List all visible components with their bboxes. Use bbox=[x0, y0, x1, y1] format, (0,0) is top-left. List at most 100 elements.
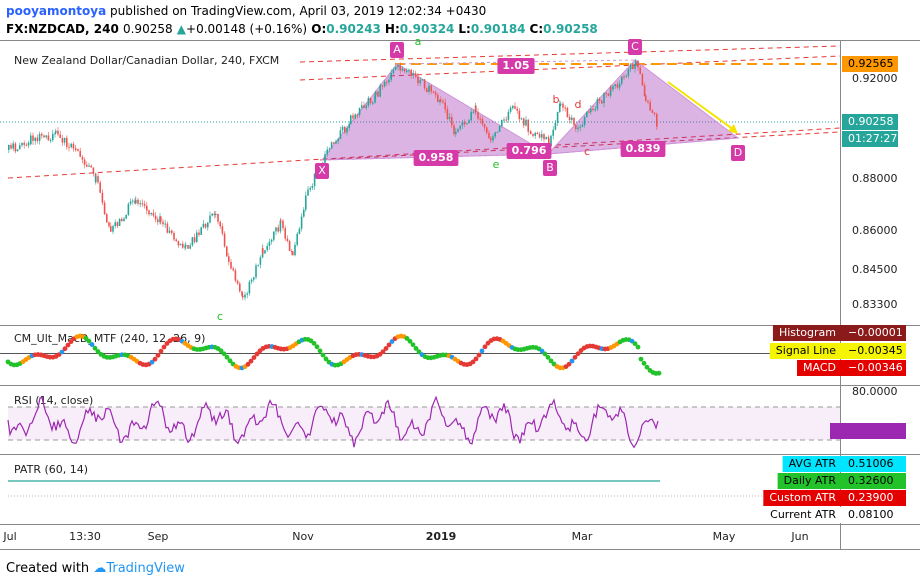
candle-body bbox=[358, 107, 361, 115]
macd-dot bbox=[89, 342, 95, 347]
macd-dot bbox=[248, 358, 254, 364]
candle-body bbox=[512, 106, 514, 108]
macd-dot bbox=[254, 351, 260, 357]
change: +0.00148 (+0.16%) bbox=[186, 22, 308, 36]
macd-dot bbox=[386, 342, 392, 348]
candle-body bbox=[8, 145, 10, 150]
candle-body bbox=[103, 202, 106, 215]
ratio-box bbox=[413, 150, 459, 166]
macd-dot bbox=[65, 342, 71, 348]
price-tag-label: 0.92565 bbox=[848, 57, 894, 70]
legend-name: AVG ATR bbox=[789, 457, 837, 470]
time-label: Nov bbox=[292, 530, 314, 543]
candle-body bbox=[520, 118, 523, 120]
candle-body bbox=[545, 137, 547, 140]
candle-body bbox=[184, 246, 186, 248]
candle-body bbox=[635, 60, 637, 64]
legend-value: 0.23900 bbox=[848, 491, 894, 504]
candle-body bbox=[275, 227, 277, 232]
candle-body bbox=[415, 74, 417, 77]
candle-body bbox=[160, 216, 162, 222]
candle-body bbox=[432, 91, 435, 93]
price-label: 0.88000 bbox=[852, 172, 898, 185]
candle-body bbox=[10, 145, 12, 149]
panel-title: RSI (14, close) bbox=[14, 394, 93, 407]
arrow-head bbox=[728, 124, 738, 134]
macd-dot bbox=[251, 355, 257, 360]
candle-body bbox=[479, 118, 481, 120]
candle-body bbox=[129, 201, 132, 204]
trend-line bbox=[299, 45, 841, 63]
macd-dot bbox=[68, 339, 74, 345]
legend-name-box bbox=[769, 343, 840, 359]
macd-dot bbox=[311, 340, 317, 346]
macd-dot bbox=[320, 352, 326, 358]
candle-body bbox=[361, 105, 363, 108]
ratio-label: 0.796 bbox=[512, 144, 547, 157]
candle-body bbox=[632, 64, 634, 69]
candle-body bbox=[421, 79, 424, 81]
user[interactable]: pooyamontoya bbox=[6, 4, 107, 18]
price-tag-label: 0.90258 bbox=[848, 115, 894, 128]
candle-body bbox=[461, 121, 464, 126]
candle-body bbox=[623, 76, 625, 78]
candle-body bbox=[559, 103, 561, 112]
candle-body bbox=[653, 112, 656, 115]
candle-body bbox=[232, 268, 234, 271]
point-label: C bbox=[631, 40, 639, 53]
candle-body bbox=[154, 215, 157, 220]
candle-body bbox=[277, 227, 279, 232]
ratio-label: 0.839 bbox=[626, 142, 661, 155]
macd-dot bbox=[221, 351, 227, 357]
legend-name: Daily ATR bbox=[784, 474, 837, 487]
symbol: FX:NZDCAD, 240 bbox=[6, 22, 119, 36]
macd-dot bbox=[416, 349, 422, 355]
candle-body bbox=[152, 212, 155, 216]
candle-body bbox=[52, 133, 54, 141]
candle-body bbox=[614, 84, 616, 87]
candle-body bbox=[63, 137, 66, 143]
candle-body bbox=[472, 111, 475, 113]
candle-body bbox=[114, 222, 116, 227]
candle-body bbox=[430, 85, 432, 92]
candle-body bbox=[583, 117, 586, 125]
legend-value-box bbox=[840, 456, 906, 472]
candle-body bbox=[294, 244, 296, 256]
macd-dot bbox=[59, 349, 65, 355]
candle-body bbox=[72, 143, 75, 149]
candle-body bbox=[150, 212, 152, 215]
ohlc-label: H: bbox=[384, 22, 400, 36]
legend-name-box bbox=[772, 325, 840, 341]
candle-body bbox=[486, 127, 488, 133]
price-label: 0.84500 bbox=[852, 263, 898, 276]
legend-name-box bbox=[830, 423, 840, 439]
candle-body bbox=[282, 220, 284, 229]
footer-brand[interactable]: TradingView bbox=[106, 561, 185, 576]
candle-body bbox=[363, 105, 365, 109]
candle-body bbox=[171, 230, 173, 233]
legend-value-box bbox=[840, 490, 906, 506]
candle-body bbox=[494, 132, 496, 137]
macd-dot bbox=[86, 338, 92, 344]
candle-body bbox=[55, 130, 57, 133]
leg-label: c bbox=[217, 310, 223, 323]
candle-body bbox=[173, 232, 175, 240]
price-label: 0.92000 bbox=[852, 72, 898, 85]
candle-body bbox=[166, 223, 169, 233]
candle-body bbox=[434, 92, 437, 95]
candle-body bbox=[179, 243, 182, 246]
candle-body bbox=[365, 105, 367, 109]
candle-body bbox=[296, 233, 298, 245]
macd-dot bbox=[161, 344, 167, 350]
candle-body bbox=[86, 164, 88, 167]
candle-body bbox=[162, 221, 164, 225]
candle-body bbox=[221, 226, 224, 234]
macd-line bbox=[5, 333, 662, 376]
candle-body bbox=[106, 214, 108, 223]
legend-name-box bbox=[764, 507, 840, 523]
candle-body bbox=[627, 69, 630, 76]
trend-line bbox=[319, 131, 841, 161]
candle-body bbox=[250, 279, 253, 282]
candle-body bbox=[547, 137, 550, 139]
